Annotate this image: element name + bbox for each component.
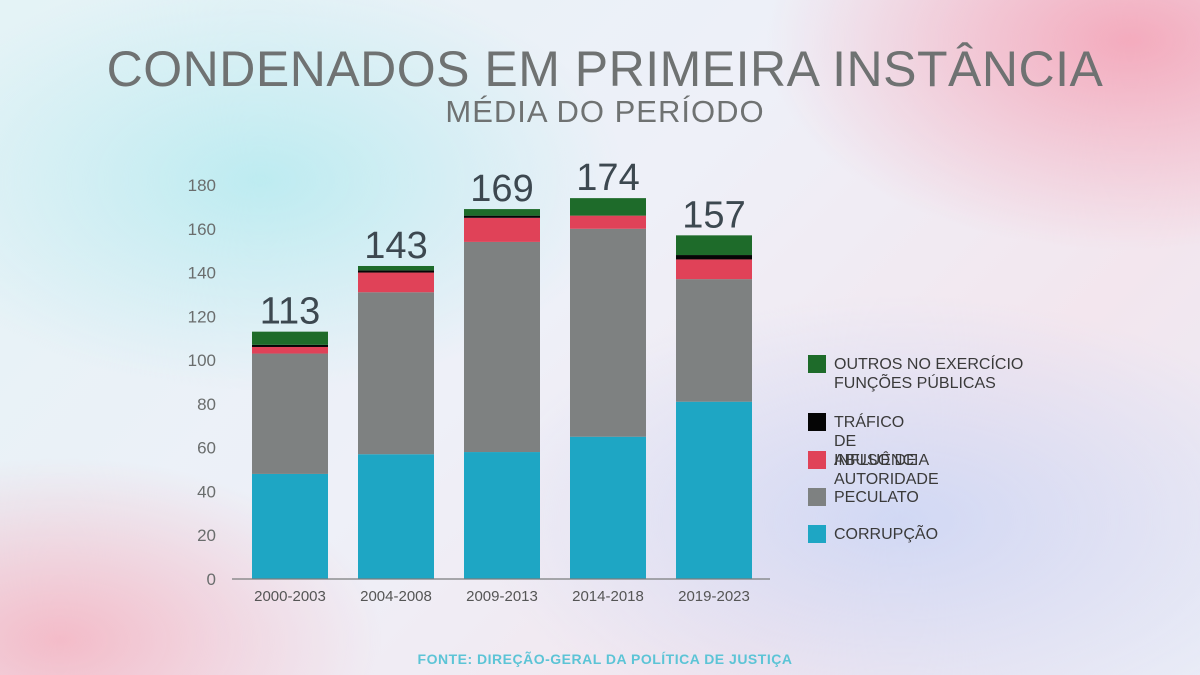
legend-label-peculato: PECULATO xyxy=(834,489,919,506)
x-tick-label: 2009-2013 xyxy=(466,588,538,605)
x-tick-label: 2014-2018 xyxy=(572,588,644,605)
bar-segment-tr-fico-de-influ-ncia-2000-2003 xyxy=(252,344,328,347)
legend-label-abuso: ABUSO DE AUTORIDADE xyxy=(834,452,939,488)
y-tick-label: 20 xyxy=(197,526,216,545)
y-tick-label: 140 xyxy=(188,264,216,283)
bar-segment-outros-no-exerc-cio-fun-es-p-blicas-2009-2013 xyxy=(464,209,540,216)
x-tick-label: 2000-2003 xyxy=(254,588,326,605)
legend-swatch-corrupcao xyxy=(808,525,826,543)
bar-segment-tr-fico-de-influ-ncia-2019-2023 xyxy=(676,255,752,260)
bar-segment-abuso-de-autoridade-2009-2013 xyxy=(464,217,540,242)
bar-segment-peculato-2004-2008 xyxy=(358,292,434,455)
bar-segment-peculato-2019-2023 xyxy=(676,279,752,402)
legend-label-trafico: TRÁFICO DE INFLUÊNCIA xyxy=(834,414,930,469)
bar-segment-tr-fico-de-influ-ncia-2004-2008 xyxy=(358,270,434,273)
bar-total-label: 143 xyxy=(364,225,427,267)
bar-segment-corrup-o-2019-2023 xyxy=(676,401,752,579)
bar-segment-peculato-2000-2003 xyxy=(252,353,328,474)
legend-swatch-abuso xyxy=(808,451,826,469)
legend-item-abuso: ABUSO DE AUTORIDADE xyxy=(808,451,939,489)
bar-segment-abuso-de-autoridade-2014-2018 xyxy=(570,215,646,229)
bar-segment-outros-no-exerc-cio-fun-es-p-blicas-2019-2023 xyxy=(676,235,752,256)
bar-segment-outros-no-exerc-cio-fun-es-p-blicas-2000-2003 xyxy=(252,331,328,345)
chart-title: CONDENADOS EM PRIMEIRA INSTÂNCIA xyxy=(106,41,1104,97)
y-tick-label: 40 xyxy=(197,482,216,501)
y-tick-label: 0 xyxy=(207,570,216,589)
legend-swatch-outros xyxy=(808,355,826,373)
y-tick-label: 120 xyxy=(188,307,216,326)
bar-segment-abuso-de-autoridade-2004-2008 xyxy=(358,272,434,293)
bar-segment-outros-no-exerc-cio-fun-es-p-blicas-2004-2008 xyxy=(358,265,434,271)
bar-total-label: 174 xyxy=(576,157,639,199)
legend-swatch-peculato xyxy=(808,488,826,506)
bar-segment-abuso-de-autoridade-2000-2003 xyxy=(252,346,328,354)
bar-total-label: 157 xyxy=(682,194,745,236)
legend-item-outros: OUTROS NO EXERCÍCIO FUNÇÕES PÚBLICAS xyxy=(808,355,1044,393)
bar-segment-tr-fico-de-influ-ncia-2009-2013 xyxy=(464,215,540,218)
legend-label-outros: OUTROS NO EXERCÍCIO FUNÇÕES PÚBLICAS xyxy=(834,356,1024,392)
bar-segment-peculato-2014-2018 xyxy=(570,228,646,437)
bar-segment-outros-no-exerc-cio-fun-es-p-blicas-2014-2018 xyxy=(570,198,646,216)
legend-item-peculato: PECULATO xyxy=(808,488,919,507)
y-tick-label: 160 xyxy=(188,220,216,239)
x-tick-label: 2019-2023 xyxy=(678,588,750,605)
bar-segment-corrup-o-2009-2013 xyxy=(464,452,540,579)
source-note: FONTE: DIREÇÃO-GERAL DA POLÍTICA DE JUST… xyxy=(417,651,793,667)
y-tick-label: 60 xyxy=(197,439,216,458)
bar-segment-corrup-o-2000-2003 xyxy=(252,473,328,579)
chart-subtitle: MÉDIA DO PERÍODO xyxy=(445,94,765,129)
bar-segment-peculato-2009-2013 xyxy=(464,241,540,453)
y-tick-label: 80 xyxy=(197,395,216,414)
bar-total-label: 113 xyxy=(260,291,321,333)
legend-item-trafico: TRÁFICO DE INFLUÊNCIA xyxy=(808,413,929,470)
y-tick-label: 180 xyxy=(188,176,216,195)
y-tick-label: 100 xyxy=(188,351,216,370)
bar-segment-abuso-de-autoridade-2019-2023 xyxy=(676,259,752,280)
bar-total-label: 169 xyxy=(470,168,533,210)
x-tick-label: 2004-2008 xyxy=(360,588,432,605)
bar-segment-corrup-o-2004-2008 xyxy=(358,454,434,579)
legend-swatch-trafico xyxy=(808,413,826,431)
legend-item-corrupcao: CORRUPÇÃO xyxy=(808,525,938,544)
legend-label-corrupcao: CORRUPÇÃO xyxy=(834,526,939,543)
bar-segment-corrup-o-2014-2018 xyxy=(570,436,646,579)
